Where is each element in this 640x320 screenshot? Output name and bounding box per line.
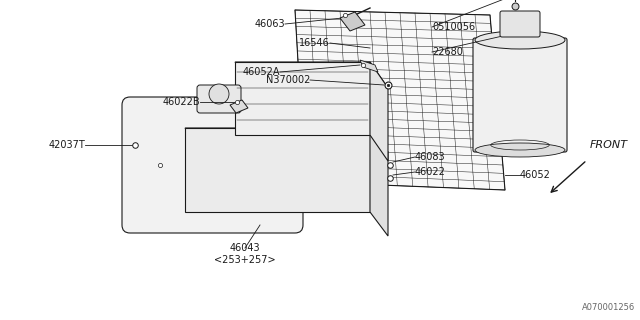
Text: 46083: 46083 <box>415 152 445 162</box>
Polygon shape <box>360 60 378 72</box>
Polygon shape <box>185 128 370 212</box>
Text: 0510056: 0510056 <box>432 22 475 32</box>
Text: 22680: 22680 <box>432 47 463 57</box>
FancyBboxPatch shape <box>473 38 567 152</box>
Text: 46052A: 46052A <box>243 67 280 77</box>
Text: <253+257>: <253+257> <box>214 255 276 265</box>
Polygon shape <box>340 12 365 31</box>
Text: 16546: 16546 <box>300 38 330 48</box>
Text: FRONT: FRONT <box>590 140 628 150</box>
Polygon shape <box>235 62 370 135</box>
Text: N370002: N370002 <box>266 75 310 85</box>
Text: A070001256: A070001256 <box>582 303 635 312</box>
Polygon shape <box>488 95 510 120</box>
Text: 46063: 46063 <box>254 19 285 29</box>
Polygon shape <box>185 128 388 152</box>
Polygon shape <box>230 100 248 113</box>
Circle shape <box>209 84 229 104</box>
Ellipse shape <box>475 143 565 157</box>
Text: 46022B: 46022B <box>163 97 200 107</box>
Polygon shape <box>370 62 388 161</box>
Polygon shape <box>235 62 388 88</box>
Text: 46022: 46022 <box>415 167 446 177</box>
FancyBboxPatch shape <box>500 11 540 37</box>
Text: 46052: 46052 <box>520 170 551 180</box>
Polygon shape <box>295 10 505 190</box>
FancyBboxPatch shape <box>197 85 241 113</box>
Text: 46043: 46043 <box>230 243 260 253</box>
Ellipse shape <box>475 31 565 49</box>
FancyBboxPatch shape <box>122 97 303 233</box>
Text: 42037T: 42037T <box>48 140 85 150</box>
Polygon shape <box>370 128 388 236</box>
